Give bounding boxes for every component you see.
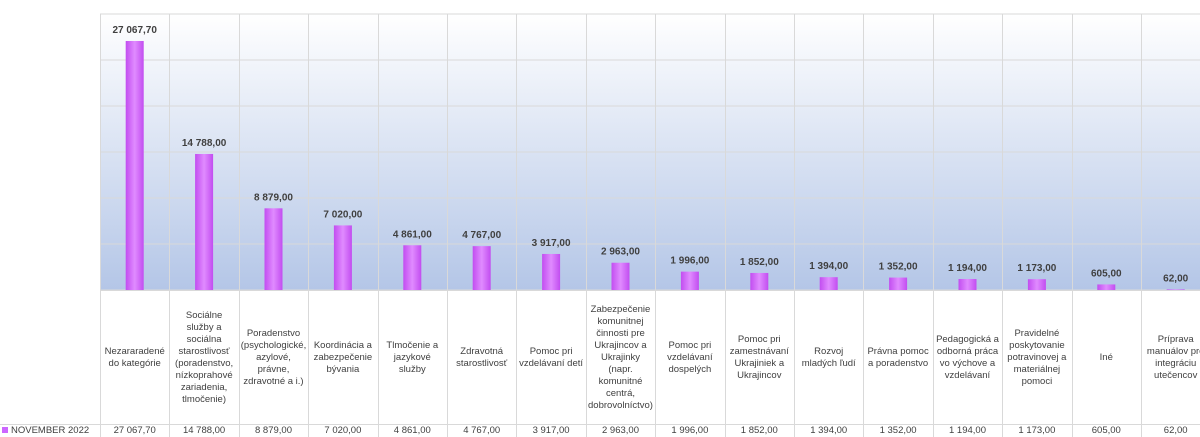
data-label: 1 194,00 — [948, 263, 987, 274]
table-value: 1 173,00 — [1018, 425, 1056, 436]
data-label: 62,00 — [1163, 273, 1188, 284]
category-label: Tlmočenie a jazykové služby — [386, 340, 439, 375]
table-value: 62,00 — [1163, 425, 1188, 436]
bar — [750, 272, 769, 290]
bar — [1166, 289, 1185, 290]
data-label: 1 173,00 — [1017, 263, 1056, 274]
bar — [958, 279, 977, 290]
data-label: 1 352,00 — [879, 262, 918, 273]
category-label: Pomoc pri vzdelávaní dospelých — [667, 340, 713, 375]
category-label: Právna pomoc a poradenstvo — [867, 346, 929, 369]
data-label: 4 861,00 — [393, 229, 432, 240]
table-value: 605,00 — [1091, 425, 1121, 436]
data-label: 1 394,00 — [809, 261, 848, 272]
category-label: Poradenstvo (psychologické, azylové, prá… — [240, 328, 307, 387]
category-label: Pomoc pri vzdelávaní detí — [519, 346, 584, 369]
data-label: 4 767,00 — [462, 230, 501, 241]
bar — [611, 262, 630, 290]
category-label: Sociálne služby a sociálna starostlivosť… — [175, 310, 234, 405]
data-label: 605,00 — [1091, 268, 1122, 279]
bar — [125, 40, 144, 291]
category-label: Koordinácia a zabezpečenie bývania — [313, 340, 373, 375]
category-label: Pomoc pri zamestnávaní Ukrajiniek a Ukra… — [729, 334, 789, 381]
table-value: 4 767,00 — [463, 425, 501, 436]
category-label: Príprava manuálov pre integráciu utečenc… — [1146, 334, 1200, 381]
category-label: Zdravotná starostlivosť — [456, 346, 508, 369]
data-label: 7 020,00 — [323, 209, 362, 220]
legend-swatch — [2, 427, 8, 433]
category-label: Iné — [1099, 352, 1113, 363]
bar — [264, 208, 283, 290]
bar — [403, 245, 422, 290]
table-value: 1 394,00 — [810, 425, 848, 436]
data-label: 1 852,00 — [740, 257, 779, 268]
data-label: 8 879,00 — [254, 192, 293, 203]
table-value: 3 917,00 — [532, 425, 570, 436]
bar — [889, 277, 908, 290]
bar — [1027, 279, 1046, 290]
table-value: 1 194,00 — [949, 425, 986, 436]
table-value: 4 861,00 — [393, 425, 431, 436]
bar — [472, 246, 491, 290]
legend-label: NOVEMBER 2022 — [11, 425, 90, 436]
table-value: 1 852,00 — [740, 425, 778, 436]
bar — [333, 225, 352, 290]
data-label: 27 067,70 — [112, 25, 157, 36]
table-value: 14 788,00 — [182, 425, 226, 436]
table-value: 27 067,70 — [113, 425, 156, 436]
category-label: Nezararadené do kategórie — [104, 346, 165, 369]
category-label: Rozvoj mladých ľudí — [801, 346, 856, 369]
category-label: Pedagogická a odborná práca vo výchove a… — [936, 334, 999, 381]
data-label: 2 963,00 — [601, 247, 640, 258]
category-label: Pravidelné poskytovanie potravinovej a m… — [1007, 328, 1067, 387]
data-label: 14 788,00 — [182, 138, 227, 149]
bar — [819, 277, 838, 290]
data-label: 1 996,00 — [670, 256, 709, 267]
bar — [1097, 284, 1116, 290]
table-value: 1 352,00 — [879, 425, 917, 436]
legend: NOVEMBER 2022 — [2, 425, 89, 437]
table-value: 7 020,00 — [324, 425, 362, 436]
category-label: Zabezpečenie komunitnej činnosti pre Ukr… — [588, 304, 653, 411]
data-label: 3 917,00 — [532, 238, 571, 249]
bar — [542, 253, 561, 290]
bar — [195, 153, 214, 290]
table-value: 2 963,00 — [602, 425, 639, 436]
bar — [680, 271, 699, 290]
table-value: 8 879,00 — [255, 425, 292, 436]
table-value: 1 996,00 — [671, 425, 709, 436]
